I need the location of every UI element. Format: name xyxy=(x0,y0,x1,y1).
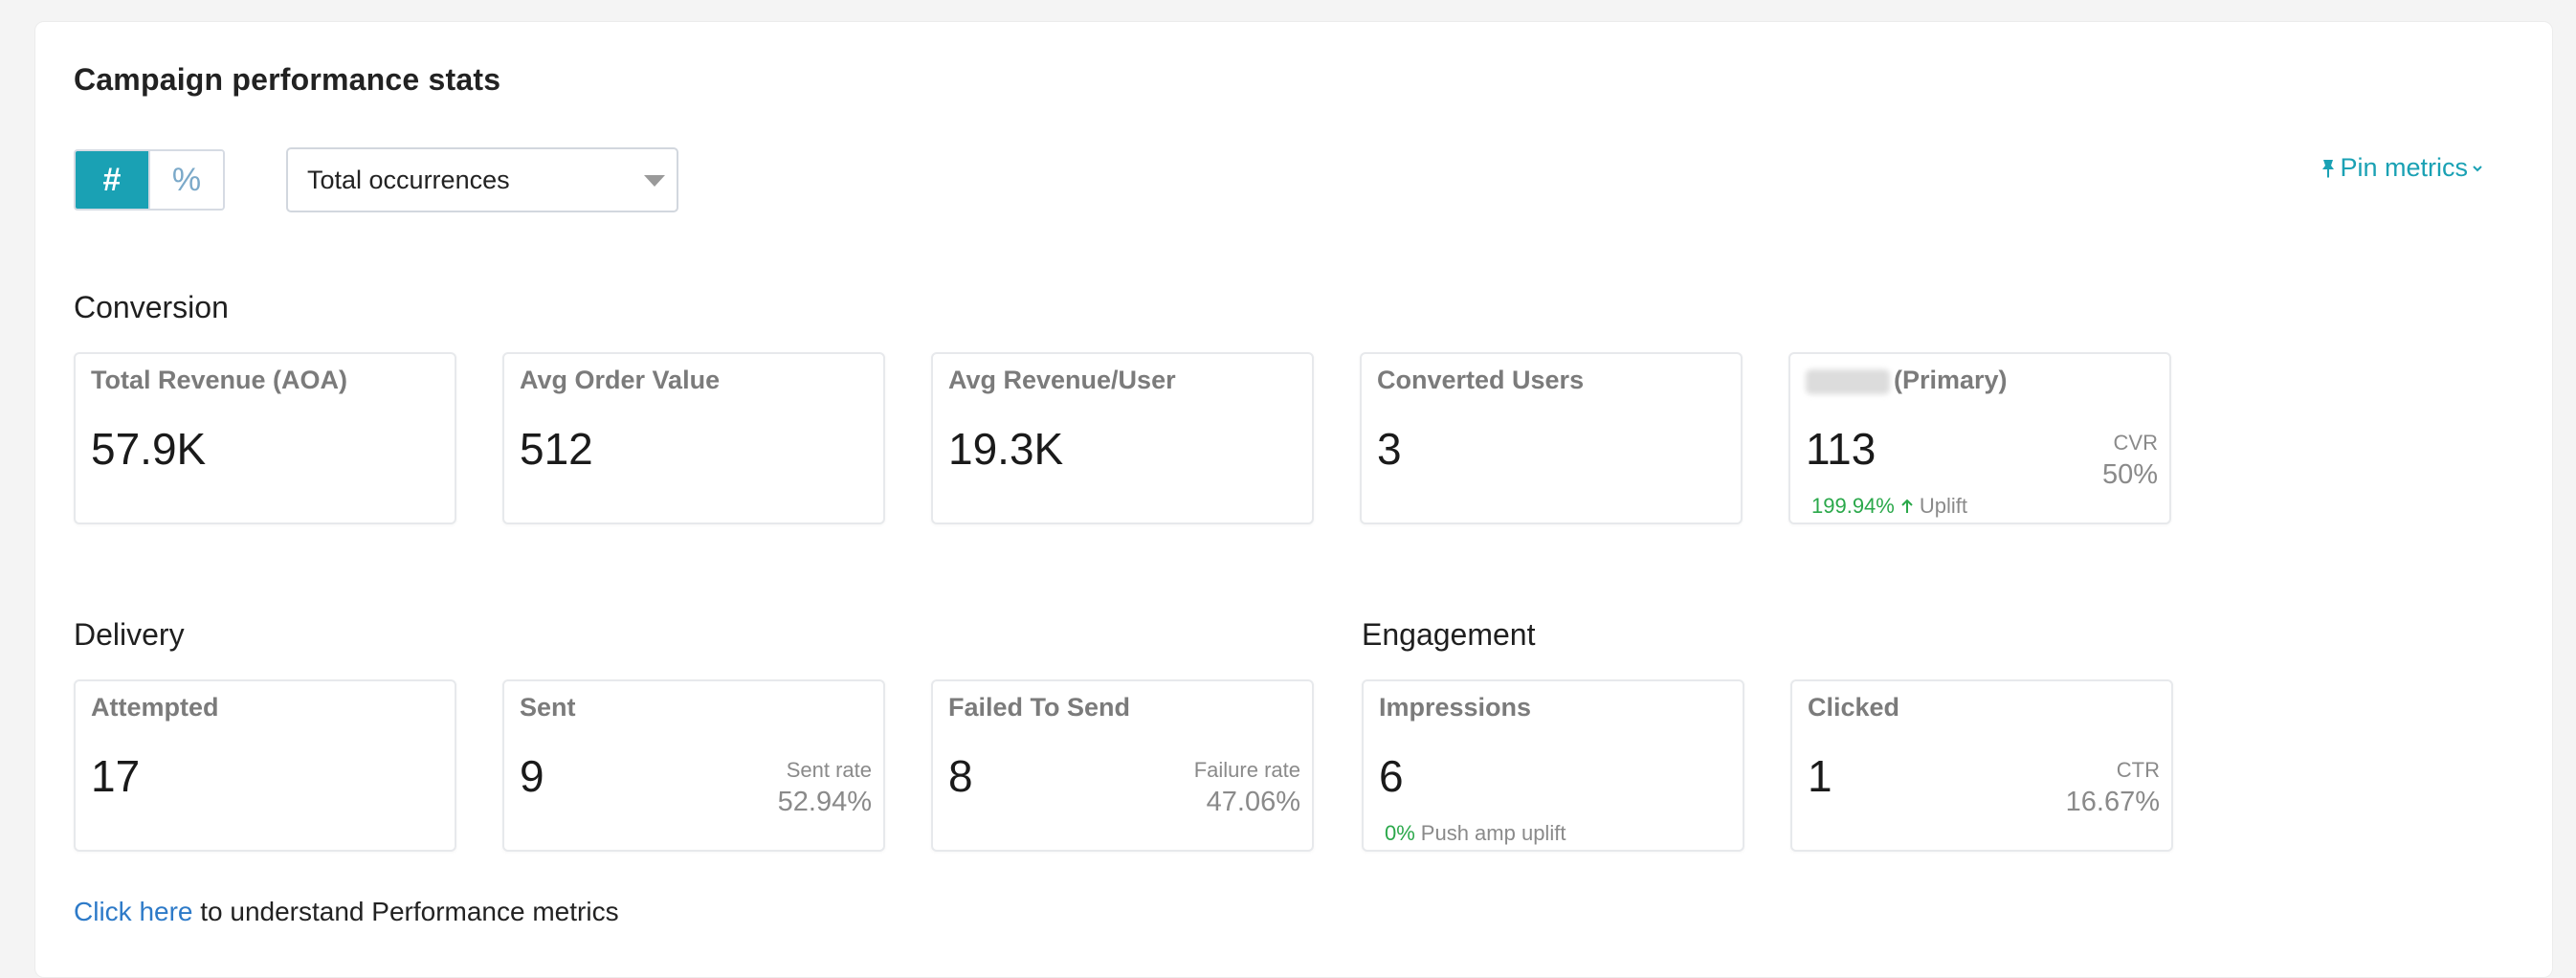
metric-card-impressions: Impressions 6 0% Push amp uplift xyxy=(1362,679,1744,852)
metric-value: 9 xyxy=(520,751,544,801)
metric-label: Clicked xyxy=(1808,693,1900,722)
metric-value: 3 xyxy=(1377,424,1402,474)
redacted-goal-name xyxy=(1806,368,1890,394)
pin-metrics-button[interactable]: Pin metrics xyxy=(2321,153,2483,183)
metric-label: Avg Order Value xyxy=(520,366,721,394)
metric-card-attempted: Attempted 17 xyxy=(74,679,456,852)
count-mode-button[interactable]: # xyxy=(76,151,148,209)
section-engagement: Engagement xyxy=(1362,617,1536,652)
metric-label: (Primary) xyxy=(1806,366,2008,395)
percent-mode-button[interactable]: % xyxy=(148,151,223,209)
metric-value: 113 xyxy=(1806,424,1876,474)
uplift-label: Uplift xyxy=(1919,494,1967,518)
metric-card-primary-goal: (Primary) 113 CVR 50% 199.94% Uplift xyxy=(1788,352,2171,524)
page-title: Campaign performance stats xyxy=(74,62,501,97)
metric-value: 57.9K xyxy=(91,424,207,474)
metric-card-sent: Sent 9 Sent rate 52.94% xyxy=(502,679,885,852)
sent-rate-value: 52.94% xyxy=(777,787,872,817)
metric-value: 8 xyxy=(948,751,973,801)
ctr-value: 16.67% xyxy=(2065,787,2160,817)
pin-metrics-label: Pin metrics xyxy=(2340,153,2468,182)
metric-value: 17 xyxy=(91,751,141,801)
cvr-label: CVR xyxy=(2113,431,2158,455)
metric-label: Avg Revenue/User xyxy=(948,366,1176,394)
section-delivery: Delivery xyxy=(74,617,185,652)
primary-label: (Primary) xyxy=(1894,366,2008,394)
uplift-value: 199.94% xyxy=(1811,494,1895,518)
metric-type-value: Total occurrences xyxy=(307,165,510,194)
metric-value: 1 xyxy=(1808,751,1832,801)
chevron-down-icon xyxy=(2473,165,2482,171)
pin-icon xyxy=(2322,159,2335,178)
metric-value: 6 xyxy=(1379,751,1404,801)
metric-card-avg-revenue-user: Avg Revenue/User 19.3K xyxy=(931,352,1314,524)
metric-label: Failed To Send xyxy=(948,693,1131,722)
value-mode-toggle: # % xyxy=(74,149,225,211)
metric-card-avg-order-value: Avg Order Value 512 xyxy=(502,352,885,524)
failure-rate-label: Failure rate xyxy=(1193,758,1300,782)
section-conversion: Conversion xyxy=(74,290,229,324)
metric-label: Converted Users xyxy=(1377,366,1585,394)
failure-rate-value: 47.06% xyxy=(1206,787,1300,817)
help-link[interactable]: Click here xyxy=(74,897,193,926)
push-amp-uplift-row: 0% Push amp uplift xyxy=(1385,821,1566,846)
chevron-down-icon xyxy=(644,175,665,187)
cvr-value: 50% xyxy=(2101,459,2158,490)
metric-label: Impressions xyxy=(1379,693,1532,722)
sent-rate-label: Sent rate xyxy=(786,758,872,782)
metric-card-failed-to-send: Failed To Send 8 Failure rate 47.06% xyxy=(931,679,1314,852)
metric-label: Sent xyxy=(520,693,576,722)
metric-label: Attempted xyxy=(91,693,219,722)
metric-value: 19.3K xyxy=(948,424,1064,474)
uplift-value: 0% xyxy=(1385,821,1415,845)
metric-card-total-revenue: Total Revenue (AOA) 57.9K xyxy=(74,352,456,524)
ctr-label: CTR xyxy=(2116,758,2160,782)
metric-value: 512 xyxy=(520,424,593,474)
metric-type-select[interactable]: Total occurrences xyxy=(286,147,678,212)
metric-card-converted-users: Converted Users 3 xyxy=(1360,352,1743,524)
uplift-row: 199.94% Uplift xyxy=(1811,494,1967,519)
metric-label: Total Revenue (AOA) xyxy=(91,366,348,394)
help-description: to understand Performance metrics xyxy=(192,897,619,926)
arrow-up-icon xyxy=(1901,499,1913,513)
metric-card-clicked: Clicked 1 CTR 16.67% xyxy=(1790,679,2173,852)
help-text: Click here to understand Performance met… xyxy=(74,897,619,927)
campaign-stats-panel: Campaign performance stats # % Total occ… xyxy=(34,21,2553,978)
uplift-label: Push amp uplift xyxy=(1420,821,1566,845)
